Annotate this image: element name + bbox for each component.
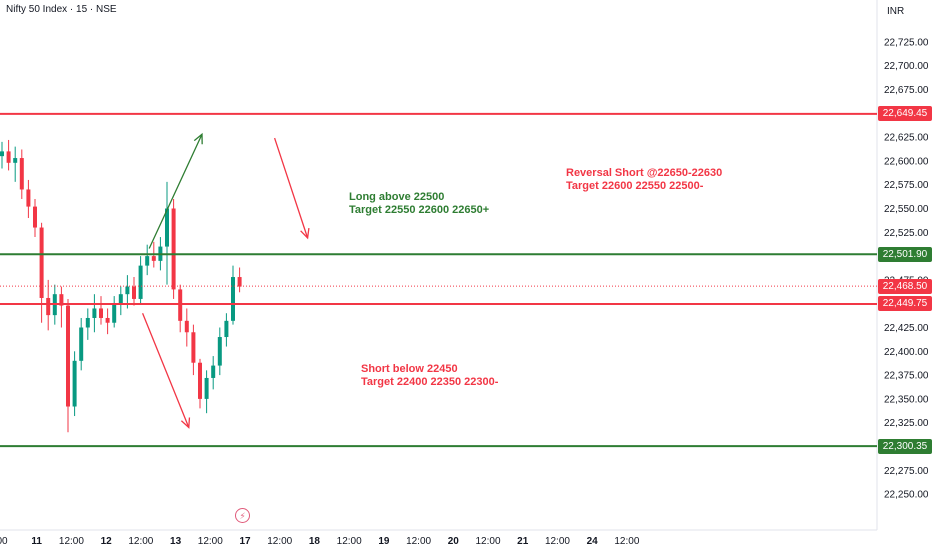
- candle-body: [33, 206, 37, 228]
- annotation-reversal-short[interactable]: Reversal Short @22650-22630 Target 22600…: [566, 167, 722, 193]
- candle-body: [0, 151, 4, 157]
- annotation-short-line1: Short below 22450: [361, 363, 458, 375]
- candle-body: [211, 365, 216, 378]
- price-tick-label: 22,275.00: [884, 466, 929, 477]
- annotation-long-line2: Target 22550 22600 22650+: [349, 204, 490, 216]
- time-tick-label: 12:00: [337, 536, 362, 547]
- time-tick-label: 24: [587, 536, 599, 547]
- time-tick-label: 17: [239, 536, 251, 547]
- time-tick-label: 12:00: [198, 536, 223, 547]
- candle-body: [184, 320, 189, 333]
- level-badge-22649: 22,649.45: [878, 106, 932, 122]
- candle-body: [99, 308, 103, 318]
- candle-body: [59, 294, 64, 306]
- time-tick-label: 12:00: [267, 536, 292, 547]
- price-tick-label: 22,350.00: [884, 394, 929, 405]
- price-tick-label: 22,325.00: [884, 418, 929, 429]
- candle-body: [39, 227, 44, 298]
- candle-body: [145, 256, 150, 266]
- annotation-short-line2: Target 22400 22350 22300-: [361, 376, 499, 388]
- price-tick-label: 22,575.00: [884, 180, 929, 191]
- candle-body: [191, 332, 196, 363]
- level-badge-22501: 22,501.90: [878, 246, 932, 262]
- annotation-long-line1: Long above 22500: [349, 191, 445, 203]
- price-tick-label: 22,675.00: [884, 85, 929, 96]
- chart-title: Nifty 50 Index · 15 · NSE: [6, 4, 117, 15]
- candle-body: [138, 265, 143, 299]
- horizontal-levels: [0, 112, 877, 448]
- candle-body: [26, 189, 31, 207]
- price-tick-label: 22,400.00: [884, 347, 929, 358]
- candle-body: [118, 294, 123, 304]
- time-tick-label: 11: [31, 536, 42, 547]
- candle-body: [217, 337, 222, 366]
- arrow-head: [300, 228, 310, 240]
- candle-body: [125, 286, 130, 295]
- price-tick-label: 22,550.00: [884, 204, 929, 215]
- candle-body: [204, 377, 209, 399]
- candle-body: [72, 360, 77, 407]
- candle-body: [79, 327, 84, 361]
- time-tick-label: 18: [309, 536, 321, 547]
- candle-body: [171, 208, 176, 290]
- annotation-reversal-line1: Reversal Short @22650-22630: [566, 167, 723, 179]
- annotation-long[interactable]: Long above 22500 Target 22550 22600 2265…: [349, 191, 489, 217]
- time-tick-label: 12:00: [545, 536, 570, 547]
- candle-body: [13, 158, 18, 163]
- price-tick-label: 22,250.00: [884, 490, 929, 501]
- time-tick-label: 12:00: [406, 536, 431, 547]
- candle-body: [46, 297, 51, 316]
- arrow-head: [180, 417, 191, 429]
- candle-body: [85, 317, 90, 328]
- price-tick-label: 22,625.00: [884, 133, 929, 144]
- candle-body: [231, 277, 235, 321]
- candle-body: [165, 208, 169, 247]
- candle-body: [132, 286, 136, 299]
- trend-arrows: [141, 132, 310, 429]
- candle-body: [237, 277, 242, 287]
- arrow-shaft: [148, 133, 203, 249]
- arrow-head: [193, 132, 203, 145]
- time-tick-label: 12: [101, 536, 113, 547]
- candle-body: [105, 317, 110, 323]
- arrow-shaft: [141, 312, 190, 428]
- candle-body: [224, 320, 229, 338]
- price-tick-label: 22,600.00: [884, 156, 929, 167]
- candle-body: [178, 289, 183, 321]
- lightning-icon[interactable]: ⚡: [235, 508, 250, 523]
- time-tick-label: 12:00: [476, 536, 501, 547]
- price-tick-label: 22,525.00: [884, 228, 929, 239]
- level-badge-22300: 22,300.35: [878, 438, 932, 454]
- candle-body: [19, 158, 24, 190]
- annotation-reversal-line2: Target 22600 22550 22500-: [566, 180, 704, 192]
- candle-body: [66, 305, 70, 407]
- price-tick-label: 22,425.00: [884, 323, 929, 334]
- time-tick-label: 19: [378, 536, 390, 547]
- candle-body: [6, 151, 11, 163]
- currency-label[interactable]: INR: [887, 6, 905, 17]
- time-tick-label: 12:00: [128, 536, 153, 547]
- candle-body: [92, 308, 97, 318]
- candle-body: [198, 362, 202, 399]
- time-tick-label: 20: [448, 536, 460, 547]
- time-tick-label: 21: [517, 536, 529, 547]
- arrow-shaft: [273, 137, 309, 239]
- time-axis: 00 11 12:00 12 12:00 13 12:00 17 12:00 18 12:00 19 1…: [0, 536, 640, 547]
- price-tick-label: 22,725.00: [884, 37, 929, 48]
- time-tick-label: 13: [170, 536, 182, 547]
- time-tick-label: 12:00: [59, 536, 84, 547]
- candle-body: [151, 256, 156, 261]
- time-tick-label: 00: [0, 536, 8, 547]
- level-badge-22449: 22,449.75: [878, 296, 932, 312]
- annotation-short[interactable]: Short below 22450 Target 22400 22350 223…: [361, 363, 498, 389]
- price-tick-label: 22,375.00: [884, 371, 929, 382]
- current-price-badge: 22,468.50: [878, 278, 932, 294]
- price-tick-label: 22,700.00: [884, 61, 929, 72]
- time-tick-label: 12:00: [614, 536, 639, 547]
- candle-body: [112, 303, 117, 323]
